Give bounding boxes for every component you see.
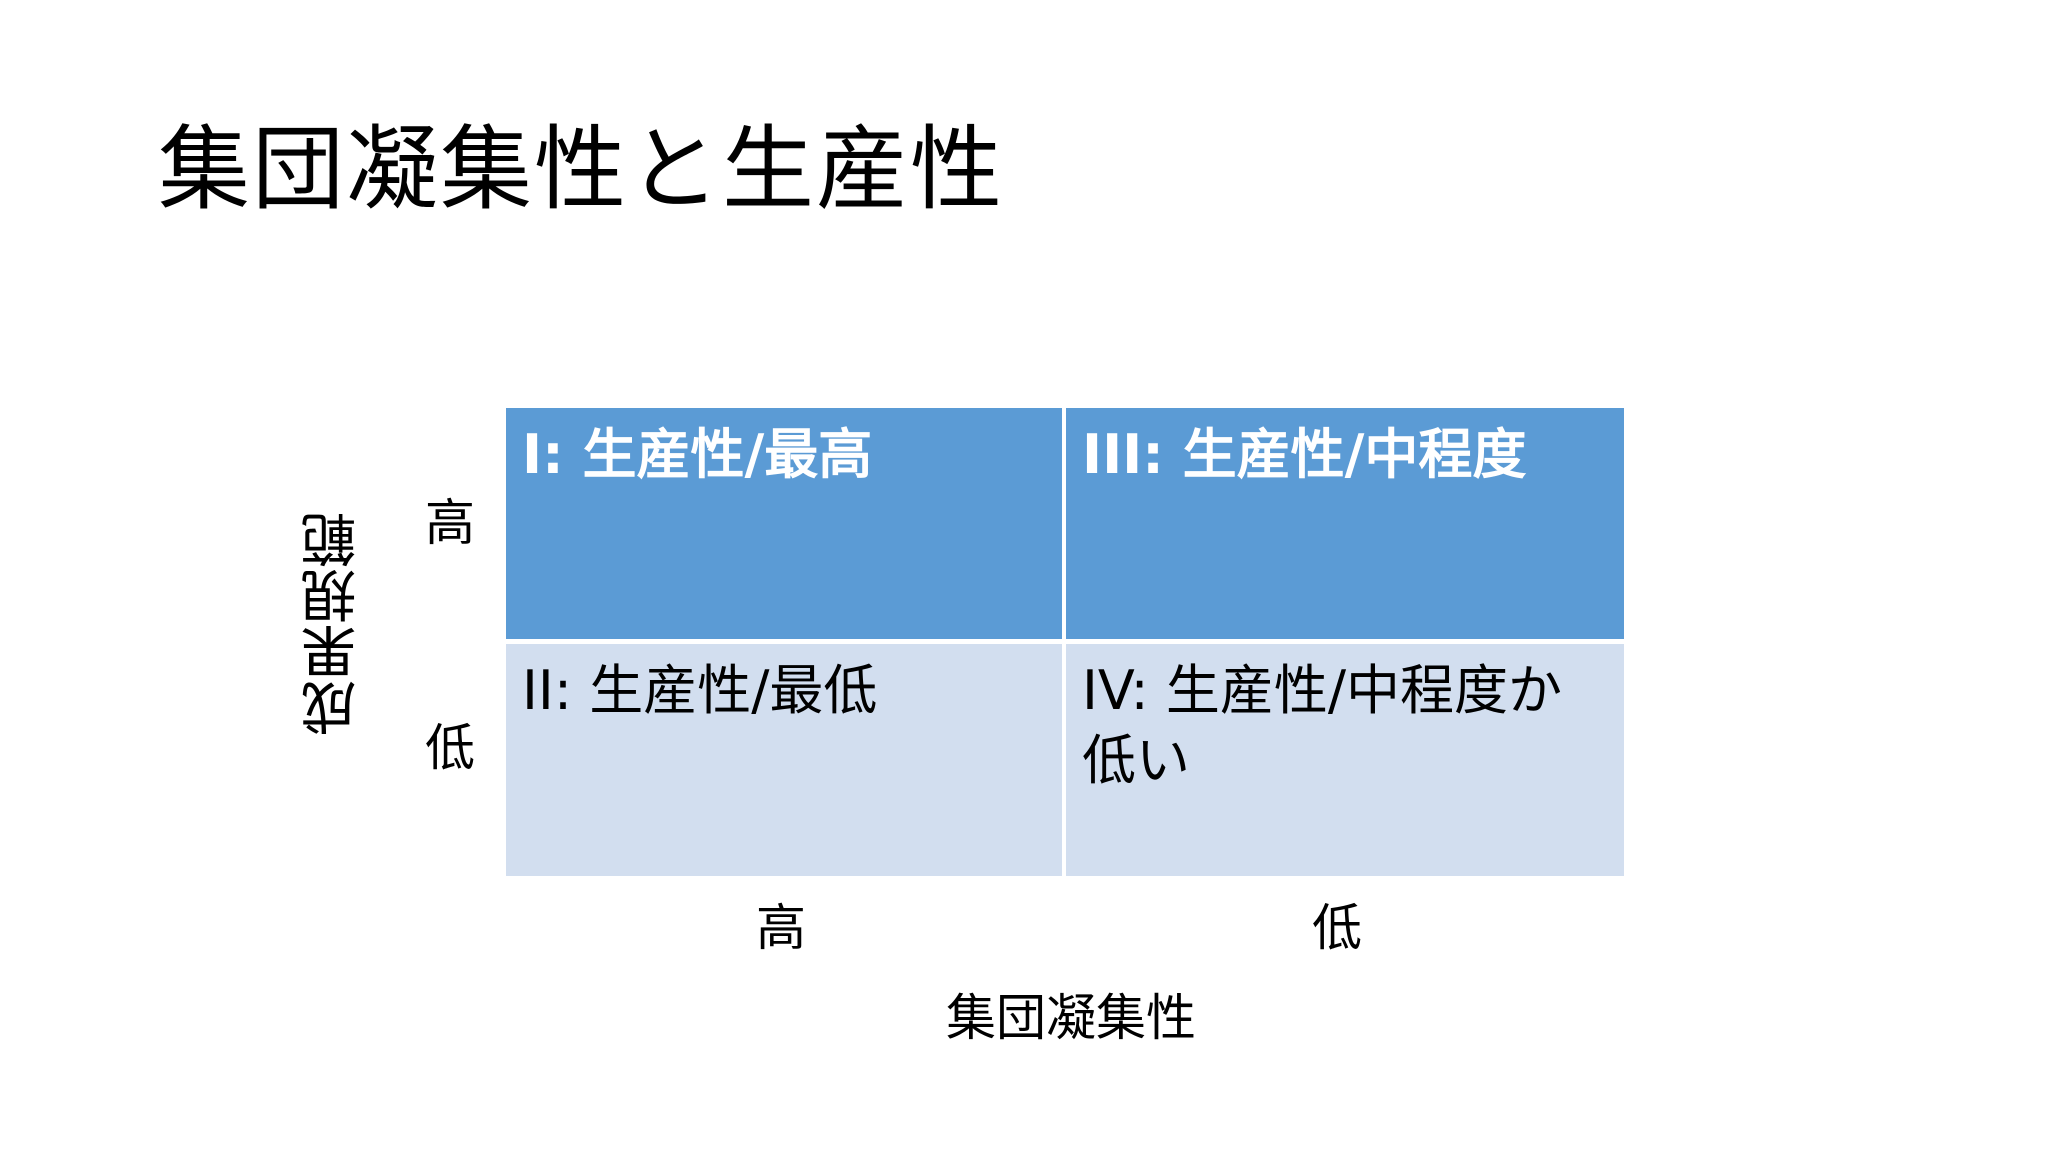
quadrant-bottom-right: IV: 生産性/中程度か低い (1066, 644, 1624, 876)
quadrant-top-right: III: 生産性/中程度 (1066, 408, 1624, 639)
y-axis-high-label: 高 (425, 494, 475, 552)
x-axis-low-label: 低 (1312, 899, 1362, 957)
slide-title: 集団凝集性と生産性 (158, 116, 1005, 223)
quadrant-top-left: I: 生産性/最高 (506, 408, 1062, 639)
quadrant-matrix: I: 生産性/最高 III: 生産性/中程度 II: 生産性/最低 IV: 生産… (506, 408, 1624, 876)
x-axis-title: 集団凝集性 (946, 989, 1196, 1047)
quadrant-bottom-left: II: 生産性/最低 (506, 644, 1062, 876)
y-axis-low-label: 低 (425, 719, 475, 777)
x-axis-high-label: 高 (756, 899, 806, 957)
y-axis-title: 成果規範 (301, 512, 366, 736)
